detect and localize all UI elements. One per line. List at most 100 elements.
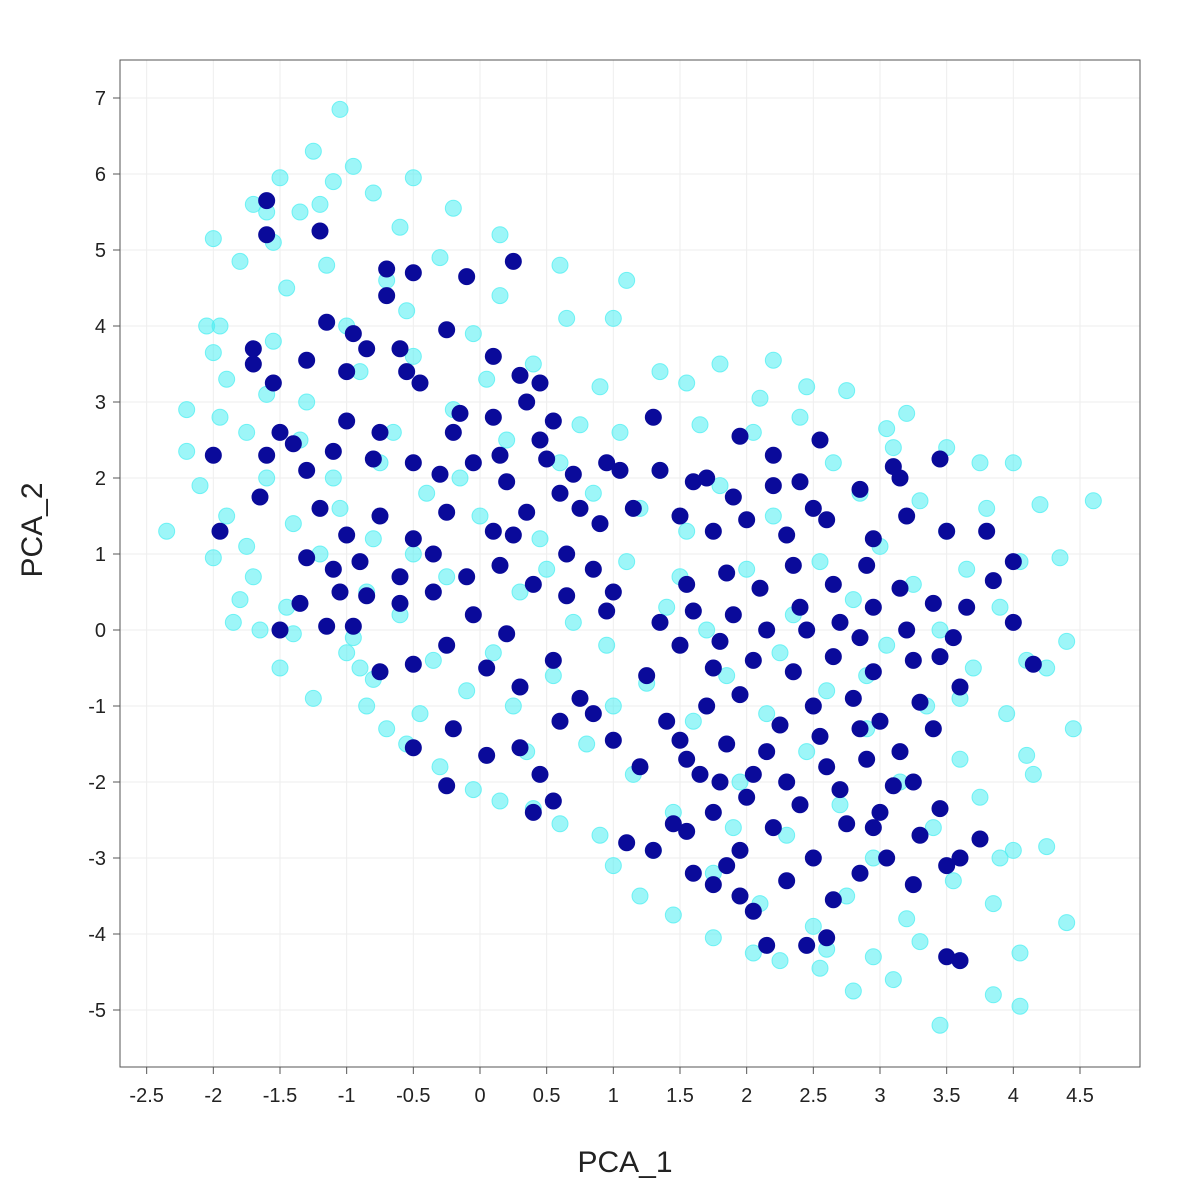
- data-point: [264, 374, 282, 392]
- data-point: [404, 454, 422, 472]
- data-point: [398, 302, 416, 320]
- data-point: [584, 705, 602, 723]
- data-point: [698, 621, 716, 639]
- data-point: [704, 522, 722, 540]
- y-tick-label: 4: [95, 316, 106, 338]
- data-point: [791, 473, 809, 491]
- data-point: [344, 617, 362, 635]
- data-point: [591, 515, 609, 533]
- data-point: [358, 340, 376, 358]
- data-point: [478, 659, 496, 677]
- data-point: [1004, 841, 1022, 859]
- data-point: [558, 587, 576, 605]
- data-point: [378, 287, 396, 305]
- data-point: [311, 195, 329, 213]
- data-point: [811, 727, 829, 745]
- data-point: [884, 777, 902, 795]
- data-point: [464, 606, 482, 624]
- data-point: [678, 822, 696, 840]
- data-point: [751, 389, 769, 407]
- data-point: [1004, 454, 1022, 472]
- data-point: [1064, 720, 1082, 738]
- data-point: [764, 351, 782, 369]
- y-tick-label: -4: [88, 924, 106, 946]
- data-point: [304, 689, 322, 707]
- data-point: [758, 621, 776, 639]
- data-point: [478, 370, 496, 388]
- x-tick-label: 2: [741, 1085, 752, 1107]
- data-point: [818, 758, 836, 776]
- data-point: [851, 864, 869, 882]
- data-point: [858, 750, 876, 768]
- data-point: [351, 553, 369, 571]
- data-point: [311, 499, 329, 517]
- data-point: [324, 469, 342, 487]
- data-point: [758, 936, 776, 954]
- data-point: [618, 553, 636, 571]
- x-tick-label: -1: [338, 1085, 356, 1107]
- data-point: [818, 682, 836, 700]
- data-point: [571, 689, 589, 707]
- data-point: [838, 815, 856, 833]
- data-point: [898, 404, 916, 422]
- data-point: [584, 484, 602, 502]
- data-point: [424, 583, 442, 601]
- data-point: [798, 621, 816, 639]
- x-tick-label: 1.5: [666, 1085, 694, 1107]
- data-point: [731, 686, 749, 704]
- data-point: [464, 454, 482, 472]
- data-point: [238, 423, 256, 441]
- data-point: [484, 347, 502, 365]
- data-point: [771, 716, 789, 734]
- data-point: [211, 408, 229, 426]
- data-point: [998, 705, 1016, 723]
- data-point: [324, 442, 342, 460]
- data-point: [884, 971, 902, 989]
- data-point: [911, 933, 929, 951]
- data-point: [1004, 613, 1022, 631]
- data-point: [271, 423, 289, 441]
- data-point: [564, 613, 582, 631]
- data-point: [664, 906, 682, 924]
- data-point: [331, 583, 349, 601]
- data-point: [424, 545, 442, 563]
- data-point: [224, 613, 242, 631]
- data-point: [531, 374, 549, 392]
- data-point: [491, 446, 509, 464]
- data-point: [338, 363, 356, 381]
- data-point: [391, 340, 409, 358]
- data-point: [864, 948, 882, 966]
- data-point: [878, 420, 896, 438]
- data-point: [678, 522, 696, 540]
- data-point: [364, 530, 382, 548]
- data-point: [524, 803, 542, 821]
- data-point: [944, 872, 962, 890]
- data-point: [544, 412, 562, 430]
- data-point: [851, 629, 869, 647]
- data-point: [924, 594, 942, 612]
- data-point: [838, 382, 856, 400]
- y-tick-label: 0: [95, 620, 106, 642]
- data-point: [958, 598, 976, 616]
- data-point: [718, 857, 736, 875]
- data-point: [898, 621, 916, 639]
- data-point: [931, 648, 949, 666]
- data-point: [358, 587, 376, 605]
- y-tick-label: 1: [95, 544, 106, 566]
- data-point: [671, 636, 689, 654]
- data-point: [371, 663, 389, 681]
- data-point: [158, 522, 176, 540]
- data-point: [458, 682, 476, 700]
- data-point: [684, 712, 702, 730]
- data-point: [731, 887, 749, 905]
- data-point: [551, 256, 569, 274]
- data-point: [818, 929, 836, 947]
- data-point: [744, 765, 762, 783]
- data-point: [744, 944, 762, 962]
- data-point: [958, 560, 976, 578]
- data-point: [371, 423, 389, 441]
- data-point: [784, 663, 802, 681]
- data-point: [438, 636, 456, 654]
- x-tick-label: 3.5: [933, 1085, 961, 1107]
- data-point: [504, 526, 522, 544]
